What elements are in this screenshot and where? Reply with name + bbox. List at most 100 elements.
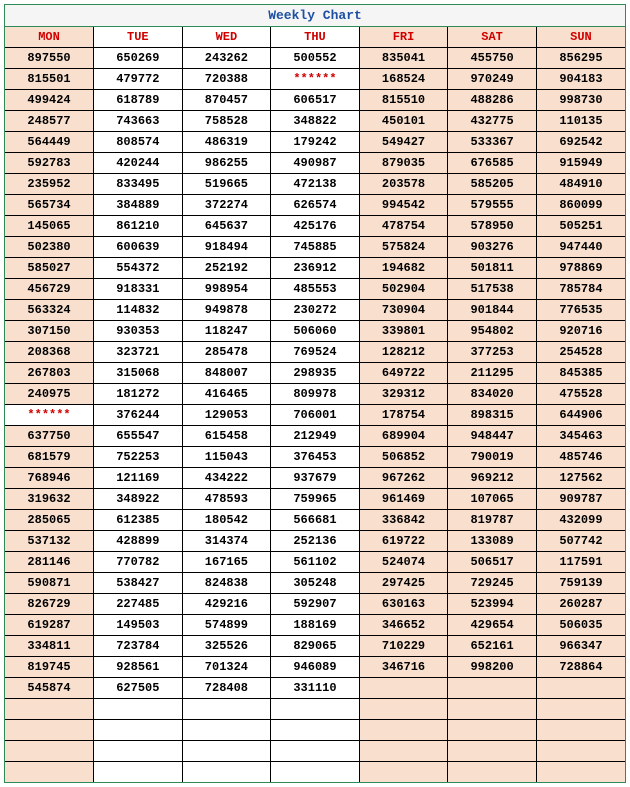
- cell: 970249: [448, 69, 537, 90]
- cell: 376244: [94, 405, 183, 426]
- chart-title: Weekly Chart: [5, 5, 625, 27]
- table-row: 6192871495035748991881693466524296545060…: [5, 615, 625, 636]
- cell: [536, 720, 625, 741]
- cell: 728408: [182, 678, 271, 699]
- cell: 904183: [536, 69, 625, 90]
- cell: 619722: [359, 531, 448, 552]
- cell: 128212: [359, 342, 448, 363]
- col-header-sat: SAT: [448, 27, 537, 48]
- cell: 961469: [359, 489, 448, 510]
- cell: 129053: [182, 405, 271, 426]
- cell: 986255: [182, 153, 271, 174]
- cell: 879035: [359, 153, 448, 174]
- cell: 723784: [94, 636, 183, 657]
- cell: 845385: [536, 363, 625, 384]
- cell: 502904: [359, 279, 448, 300]
- cell: ******: [271, 69, 360, 90]
- table-row: 5371324288993143742521366197221330895077…: [5, 531, 625, 552]
- header-row: MONTUEWEDTHUFRISATSUN: [5, 27, 625, 48]
- col-header-fri: FRI: [359, 27, 448, 48]
- cell: 117591: [536, 552, 625, 573]
- cell: 519665: [182, 174, 271, 195]
- cell: 575824: [359, 237, 448, 258]
- cell: 456729: [5, 279, 94, 300]
- cell: [94, 762, 183, 783]
- cell: 329312: [359, 384, 448, 405]
- table-row: 2083683237212854787695241282123772532545…: [5, 342, 625, 363]
- cell: 500552: [271, 48, 360, 69]
- cell: 998954: [182, 279, 271, 300]
- cell: 824838: [182, 573, 271, 594]
- cell: 860099: [536, 195, 625, 216]
- cell: 745885: [271, 237, 360, 258]
- table-row: 5908715384278248383052482974257292457591…: [5, 573, 625, 594]
- cell: 425176: [271, 216, 360, 237]
- cell: 606517: [271, 90, 360, 111]
- cell: 478754: [359, 216, 448, 237]
- cell: 505251: [536, 216, 625, 237]
- cell: 626574: [271, 195, 360, 216]
- cell: 759965: [271, 489, 360, 510]
- cell: 627505: [94, 678, 183, 699]
- cell: 325526: [182, 636, 271, 657]
- table-row: 2409751812724164658099783293128340204755…: [5, 384, 625, 405]
- cell: 585205: [448, 174, 537, 195]
- cell: 331110: [271, 678, 360, 699]
- cell: 809978: [271, 384, 360, 405]
- cell: 110135: [536, 111, 625, 132]
- cell: 758528: [182, 111, 271, 132]
- cell: 949878: [182, 300, 271, 321]
- cell: 428899: [94, 531, 183, 552]
- table-row: [5, 699, 625, 720]
- cell: 790019: [448, 447, 537, 468]
- cell: 785784: [536, 279, 625, 300]
- table-row: 5023806006399184947458855758249032769474…: [5, 237, 625, 258]
- cell: 348922: [94, 489, 183, 510]
- cell: 314374: [182, 531, 271, 552]
- cell: 948447: [448, 426, 537, 447]
- cell: [359, 741, 448, 762]
- cell: 915949: [536, 153, 625, 174]
- cell: 574899: [182, 615, 271, 636]
- cell: [359, 678, 448, 699]
- cell: 706001: [271, 405, 360, 426]
- table-row: 4994246187898704576065178155104882869987…: [5, 90, 625, 111]
- cell: 815501: [5, 69, 94, 90]
- cell: [271, 741, 360, 762]
- table-row: 4567299183319989544855535029045175387857…: [5, 279, 625, 300]
- cell: 897550: [5, 48, 94, 69]
- col-header-wed: WED: [182, 27, 271, 48]
- cell: 898315: [448, 405, 537, 426]
- cell: 297425: [359, 573, 448, 594]
- cell: 506060: [271, 321, 360, 342]
- cell: 506035: [536, 615, 625, 636]
- table-row: 8975506502692432625005528350414557508562…: [5, 48, 625, 69]
- cell: 180542: [182, 510, 271, 531]
- cell: 768946: [5, 468, 94, 489]
- cell: 179242: [271, 132, 360, 153]
- cell: 212949: [271, 426, 360, 447]
- cell: 307150: [5, 321, 94, 342]
- table-row: 8197459285617013249460893467169982007288…: [5, 657, 625, 678]
- cell: [94, 699, 183, 720]
- cell: 533367: [448, 132, 537, 153]
- cell: 655547: [94, 426, 183, 447]
- cell: 644906: [536, 405, 625, 426]
- cell: 856295: [536, 48, 625, 69]
- table-row: 3196323489224785937599659614691070659097…: [5, 489, 625, 510]
- cell: 336842: [359, 510, 448, 531]
- cell: 114832: [94, 300, 183, 321]
- cell: [182, 699, 271, 720]
- table-row: 5633241148329498782302727309049018447765…: [5, 300, 625, 321]
- cell: [5, 699, 94, 720]
- cell: 928561: [94, 657, 183, 678]
- cell: [359, 762, 448, 783]
- cell: 486319: [182, 132, 271, 153]
- cell: 429654: [448, 615, 537, 636]
- cell: 549427: [359, 132, 448, 153]
- cell: 954802: [448, 321, 537, 342]
- cell: 285065: [5, 510, 94, 531]
- table-row: 2850656123851805425666813368428197874320…: [5, 510, 625, 531]
- cell: [536, 699, 625, 720]
- cell: 432775: [448, 111, 537, 132]
